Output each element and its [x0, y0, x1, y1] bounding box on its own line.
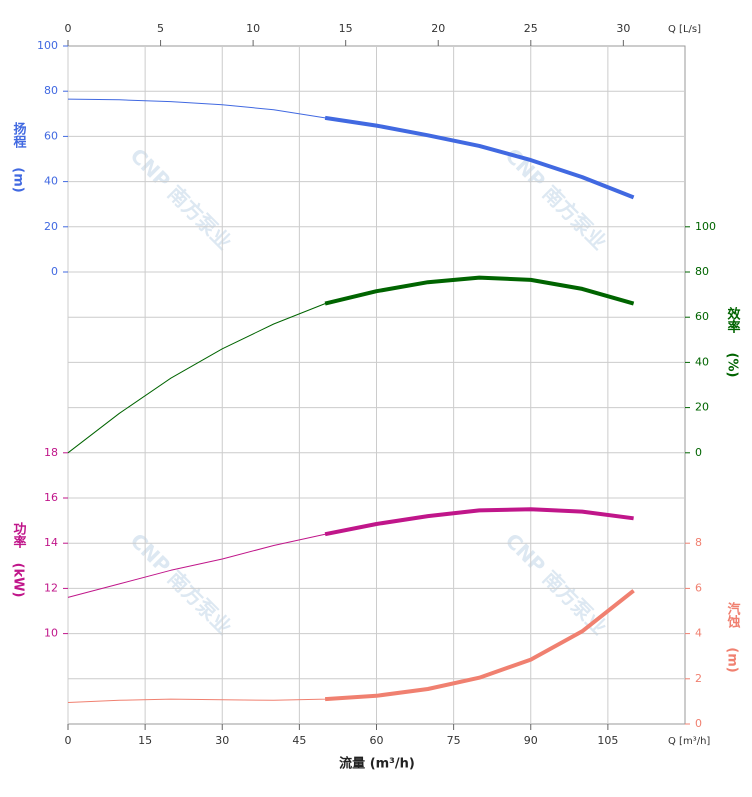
- axis-title: 汽蚀: [725, 601, 742, 629]
- x-tick-label: 30: [215, 734, 229, 747]
- x-tick-label: 75: [447, 734, 461, 747]
- y2-tick-label: 80: [695, 265, 709, 278]
- y-tick-label: 100: [37, 39, 58, 52]
- x2-tick-label: 20: [431, 22, 445, 35]
- y-tick-label: 0: [51, 265, 58, 278]
- y-tick-label: 60: [44, 129, 58, 142]
- y2-tick-label: 60: [695, 310, 709, 323]
- y2-tick-label: 100: [695, 220, 716, 233]
- x-tick-label: 60: [370, 734, 384, 747]
- x2-unit-label: Q [L/s]: [668, 24, 701, 35]
- y-tick-label: 40: [44, 175, 58, 188]
- x-tick-label: 105: [597, 734, 618, 747]
- x-tick-label: 15: [138, 734, 152, 747]
- x2-tick-label: 25: [524, 22, 538, 35]
- axis-unit: (kW): [11, 563, 26, 598]
- x2-tick-label: 15: [339, 22, 353, 35]
- curve-operating-range: [324, 589, 635, 702]
- y3-tick-label: 14: [44, 536, 58, 549]
- watermark: CNP 南方泵业: [126, 143, 237, 254]
- curve-operating-range: [324, 275, 635, 306]
- x2-tick-label: 5: [157, 22, 164, 35]
- axis-unit: (m): [11, 167, 26, 192]
- watermark: CNP 南方泵业: [501, 143, 612, 254]
- y-tick-label: 80: [44, 84, 58, 97]
- axis-unit: (%): [725, 353, 740, 378]
- curve: [67, 277, 634, 454]
- axis-title: 效率: [725, 306, 741, 334]
- y4-tick-label: 8: [695, 536, 702, 549]
- x2-tick-label: 0: [65, 22, 72, 35]
- x2-tick-label: 10: [246, 22, 260, 35]
- y3-tick-label: 10: [44, 627, 58, 640]
- y2-tick-label: 0: [695, 446, 702, 459]
- axis-title: 扬程: [11, 121, 27, 149]
- y2-tick-label: 20: [695, 401, 709, 414]
- axis-unit: (m): [725, 647, 740, 672]
- curve-operating-range: [324, 507, 634, 537]
- y3-tick-label: 16: [44, 491, 58, 504]
- axis-title: 功率: [11, 522, 27, 549]
- y4-tick-label: 4: [695, 627, 702, 640]
- x2-tick-label: 30: [616, 22, 630, 35]
- x-tick-label: 90: [524, 734, 538, 747]
- x-tick-label: 0: [65, 734, 72, 747]
- y3-tick-label: 18: [44, 446, 58, 459]
- curve-operating-range: [324, 115, 635, 200]
- x-tick-label: 45: [292, 734, 306, 747]
- y4-tick-label: 0: [695, 717, 702, 730]
- y4-tick-label: 6: [695, 581, 702, 594]
- curve: [67, 590, 634, 703]
- watermark: CNP 南方泵业: [126, 528, 237, 639]
- y3-tick-label: 12: [44, 581, 58, 594]
- x-unit-label: Q [m³/h]: [668, 736, 710, 747]
- y4-tick-label: 2: [695, 672, 702, 685]
- y2-tick-label: 40: [695, 355, 709, 368]
- y-tick-label: 20: [44, 220, 58, 233]
- x-axis-title: 流量 (m³/h): [339, 756, 415, 772]
